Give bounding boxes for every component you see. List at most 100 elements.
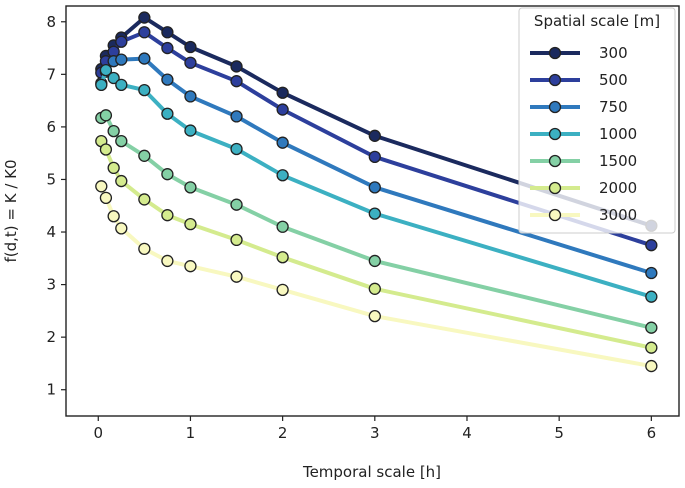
x-tick-label: 4 [462,424,472,442]
data-point [184,124,197,137]
data-point [276,169,289,182]
data-point [95,78,108,91]
data-point [230,270,243,283]
x-tick-label: 3 [370,424,380,442]
legend-marker [548,73,562,87]
data-point [138,242,151,255]
legend-label: 300 [599,44,628,62]
data-point [107,71,120,85]
data-point [115,134,128,148]
y-tick-label: 4 [46,223,56,241]
axes-layer: 0 1 2 3 4 5 6 1 2 3 4 5 6 7 8 [46,13,656,442]
data-point [230,75,243,88]
data-point [645,359,658,373]
y-tick-label: 8 [46,13,56,31]
legend-label: 1000 [599,125,637,143]
data-point [99,63,113,77]
data-point [184,181,197,194]
data-point [184,56,197,69]
data-point [99,109,113,122]
data-point [368,207,381,220]
data-point [138,149,151,162]
y-tick-label: 5 [46,170,56,188]
series-2000 [95,134,658,354]
data-point [276,86,289,99]
legend-marker [548,154,562,168]
data-point [138,11,151,24]
data-point [161,254,174,268]
data-point [230,60,243,73]
data-point [115,174,128,188]
y-tick-label: 1 [46,381,56,399]
data-point [276,251,289,264]
y-tick-label: 3 [46,276,56,294]
data-point [368,309,381,323]
data-point [645,321,658,334]
legend-item-300: 300 [530,44,628,62]
data-point [99,143,113,156]
data-point [645,341,658,354]
data-point [276,283,289,296]
data-point [230,142,243,156]
data-point [107,210,120,223]
data-point [184,40,197,54]
data-point [368,254,381,268]
x-tick-label: 1 [186,424,196,442]
data-point [161,209,174,222]
data-point [95,180,108,193]
data-point [99,191,113,205]
x-tick-label: 6 [647,424,657,442]
data-point [161,168,174,181]
data-point [138,83,151,97]
legend-item-750: 750 [530,98,628,116]
legend-title: Spatial scale [m] [534,12,660,30]
data-point [184,90,197,103]
legend-label: 3000 [599,206,637,224]
legend-item-1500: 1500 [530,152,637,170]
y-tick-label: 7 [46,65,56,83]
data-point [138,52,151,65]
data-point [368,181,381,194]
data-point [161,41,174,55]
x-tick-label: 5 [554,424,564,442]
data-point [230,198,243,211]
data-point [115,35,128,48]
legend-label: 2000 [599,179,637,197]
data-point [138,26,151,39]
x-axis-label: Temporal scale [h] [302,463,441,481]
legend-items: 300 500 750 1000 1500 2000 3000 [530,44,637,224]
data-point [276,136,289,149]
data-point [161,73,174,86]
data-point [115,78,128,91]
data-point [645,266,658,280]
data-point [107,124,120,138]
series-layer [95,11,658,373]
legend-label: 500 [599,71,628,89]
data-point [161,107,174,120]
y-tick-label: 6 [46,118,56,136]
data-point [276,220,289,233]
data-point [276,103,289,116]
series-1500 [95,109,658,334]
legend-marker [548,208,562,222]
data-point [115,222,128,235]
data-point [230,110,243,123]
data-point [645,290,658,303]
data-point [368,282,381,295]
data-point [115,53,128,66]
plot-frame [65,5,680,417]
y-axis-label: f(d,t) = K / K0 [2,159,20,262]
series-1000 [95,63,658,303]
legend-marker [548,100,562,114]
data-point [230,233,243,247]
legend-item-2000: 2000 [530,179,637,197]
data-point [368,129,381,142]
data-point [368,150,381,164]
data-point [184,217,197,231]
y-tick-label: 2 [46,328,56,346]
x-tick-label: 0 [93,424,103,442]
legend-marker [548,127,562,141]
data-point [645,239,658,252]
